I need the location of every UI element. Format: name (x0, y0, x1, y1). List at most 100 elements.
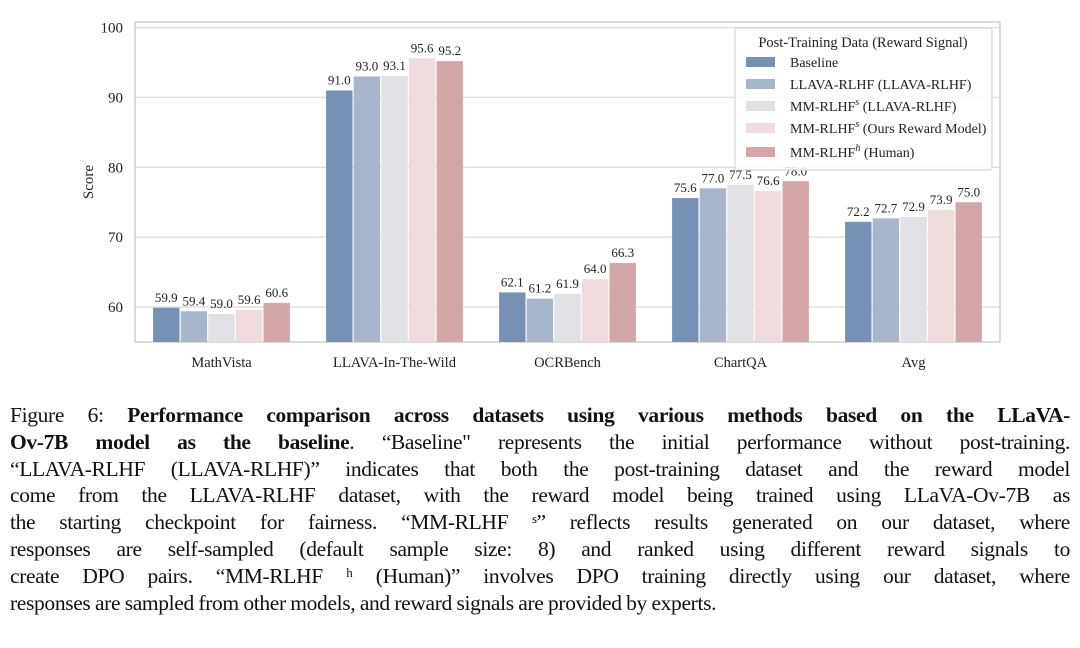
bar (381, 75, 408, 342)
y-tick-labels: 60 70 80 90 100 (101, 21, 124, 316)
data-label: 76.6 (757, 173, 780, 188)
bar (672, 198, 699, 342)
data-label: 59.9 (155, 290, 178, 305)
caption-line: create DPO pairs. “MM-RLHF ʰ (Human)” in… (10, 563, 1070, 590)
bar (872, 218, 900, 342)
legend-entry-suffix: (LLAVA-RLHF) (859, 100, 956, 115)
caption-bold: Performance comparison across datasets u… (127, 403, 1070, 427)
data-label: 64.0 (584, 261, 607, 276)
data-label: 75.6 (674, 180, 697, 195)
caption-prefix: Figure 6: (10, 403, 128, 427)
data-label: 91.0 (328, 72, 351, 87)
data-label: 59.6 (238, 292, 261, 307)
caption-line: the starting checkpoint for fairness. “M… (10, 509, 1070, 536)
bar (235, 309, 263, 342)
legend-swatch (746, 57, 775, 67)
data-label: 95.2 (438, 43, 461, 58)
bar (353, 76, 381, 343)
bar-chart: 59.9 59.4 59.0 59.6 60.6 91.0 93.0 93.1 95.6 95.2… (81, 21, 1001, 371)
caption-line: “LLAVA-RLHF (LLAVA-RLHF)” indicates that… (10, 456, 1070, 483)
bar (326, 90, 353, 342)
legend-entry: MM-RLHFs (LLAVA-RLHF) (790, 97, 957, 115)
bar (581, 279, 609, 342)
y-tick-label: 70 (108, 230, 123, 246)
bar (263, 302, 290, 342)
legend-entry: LLAVA-RLHF (LLAVA-RLHF) (790, 78, 972, 93)
x-tick-label: MathVista (191, 355, 252, 371)
bar (499, 292, 526, 342)
legend-entry: MM-RLHFs (Ours Reward Model) (790, 119, 987, 137)
x-tick-label: LLAVA-In-The-Wild (333, 355, 457, 371)
legend-swatch (746, 123, 775, 133)
data-label: 72.2 (847, 204, 870, 219)
bar (699, 188, 727, 342)
bar (436, 61, 463, 342)
legend-entry: MM-RLHFh (Human) (790, 143, 915, 161)
legend-entry-label: LLAVA-RLHF (LLAVA-RLHF) (790, 78, 972, 93)
legend-swatch (746, 147, 775, 157)
data-label: 59.4 (183, 293, 206, 308)
data-label: 93.0 (356, 58, 379, 73)
legend-swatch (746, 79, 775, 89)
bar (609, 263, 636, 342)
data-label: 62.1 (501, 274, 524, 289)
y-tick-label: 60 (108, 300, 123, 316)
x-tick-label: ChartQA (714, 355, 768, 371)
legend-entry-superscript: s (855, 97, 859, 108)
caption-text: responses are sampled from other models,… (10, 590, 717, 615)
data-label: 75.0 (957, 184, 980, 199)
legend-entry-label: MM-RLHF (790, 122, 856, 137)
data-label: 95.6 (411, 40, 434, 55)
legend-entry-label: MM-RLHF (790, 100, 856, 115)
legend-entry-suffix: (Human) (860, 146, 914, 161)
y-tick-label: 80 (108, 160, 123, 176)
caption-text: . “Baseline" represents the initial perf… (349, 429, 1070, 454)
bar (180, 311, 208, 342)
legend: Post-Training Data (Reward Signal) Baseli… (734, 27, 993, 171)
x-tick-label: OCRBench (534, 355, 602, 371)
bar (554, 293, 581, 342)
legend-entry: Baseline (790, 56, 838, 71)
data-label: 60.6 (265, 285, 288, 300)
legend-swatch (746, 101, 775, 111)
data-labels: 59.9 59.4 59.0 59.6 60.6 91.0 93.0 93.1 95.6 95.2… (155, 40, 980, 311)
data-label: 61.2 (529, 281, 552, 296)
legend-title: Post-Training Data (Reward Signal) (758, 35, 967, 51)
x-tick-label: Avg (902, 355, 926, 371)
legend-entry-suffix: (Ours Reward Model) (859, 122, 986, 137)
bar (927, 209, 955, 342)
bar (526, 298, 554, 342)
caption-line: Figure 6: Performance comparison across … (10, 402, 1070, 429)
caption-text: come from the LLAVA-RLHF dataset, with t… (10, 483, 1070, 508)
legend-entry-label: Baseline (790, 56, 838, 71)
bar (845, 221, 872, 342)
figure-caption: Figure 6: Performance comparison across … (10, 402, 1070, 616)
legend-entry-label: MM-RLHF (790, 146, 856, 161)
data-label: 66.3 (611, 245, 634, 260)
caption-bold: Ov-7B model as the baseline (10, 429, 350, 454)
bar (900, 216, 927, 342)
bar (208, 314, 235, 342)
legend-entry-superscript: h (855, 143, 860, 154)
caption-line: responses are sampled from other models,… (10, 590, 1070, 617)
data-label: 77.0 (702, 170, 725, 185)
caption-text: create DPO pairs. “MM-RLHF ʰ (Human)” in… (10, 563, 1070, 588)
caption-line: responses are self-sampled (default samp… (10, 536, 1070, 563)
x-tick-labels: MathVista LLAVA-In-The-Wild OCRBench ChartQ… (191, 355, 925, 371)
bar (754, 191, 782, 342)
bar (727, 184, 754, 342)
data-label: 73.9 (930, 192, 953, 207)
y-tick-label: 100 (101, 21, 124, 37)
bar (153, 307, 180, 342)
bars (153, 58, 982, 343)
legend-box (734, 27, 993, 171)
bar (955, 202, 982, 342)
y-axis-label: Score (81, 165, 97, 199)
caption-text: “LLAVA-RLHF (LLAVA-RLHF)” indicates that… (10, 456, 1070, 481)
caption-text: the starting checkpoint for fairness. “M… (10, 510, 1070, 535)
data-label: 72.7 (875, 200, 898, 215)
data-label: 61.9 (556, 276, 579, 291)
bar (408, 58, 436, 342)
caption-line: Ov-7B model as the baseline. “Baseline" … (10, 429, 1070, 456)
data-label: 72.9 (902, 199, 925, 214)
